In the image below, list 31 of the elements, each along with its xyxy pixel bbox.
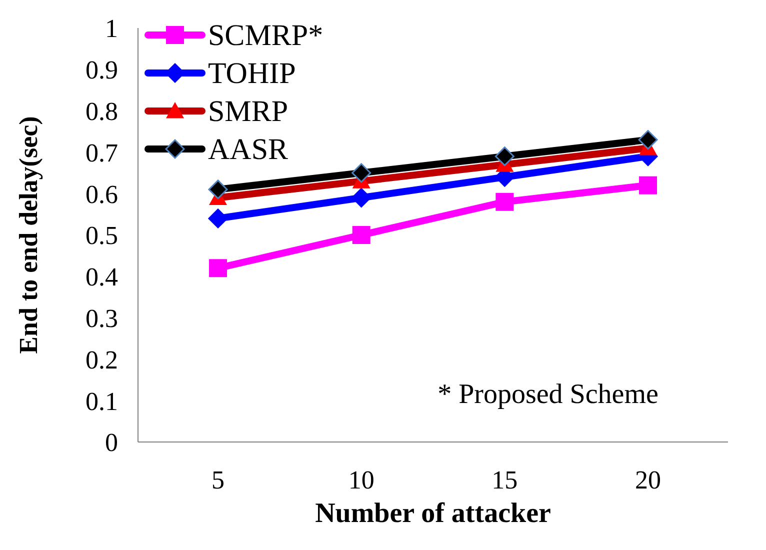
point	[639, 176, 657, 194]
point	[352, 226, 370, 244]
y-tick-label: 0.4	[86, 262, 118, 292]
y-tick-label: 0.6	[86, 180, 118, 209]
y-tick-label: 0	[105, 428, 118, 458]
point	[496, 192, 514, 211]
y-tick-label: 1	[105, 14, 118, 44]
legend-label: SMRP	[208, 95, 288, 128]
legend-label: SCMRP*	[208, 19, 324, 52]
point	[208, 208, 228, 228]
x-tick-label: 10	[348, 465, 374, 494]
y-tick-label: 0.1	[86, 386, 118, 416]
annotation: * Proposed Scheme	[438, 379, 658, 410]
y-tick-label: 0.5	[86, 221, 118, 250]
legend-label: AASR	[208, 133, 288, 166]
y-tick-label: 0.2	[86, 345, 118, 374]
y-tick-label: 0.9	[86, 56, 118, 85]
x-axis-title: Number of attacker	[315, 498, 551, 529]
point	[494, 146, 514, 166]
point	[209, 259, 227, 278]
point	[352, 163, 372, 183]
y-axis-title: End to end delay(sec)	[14, 116, 44, 354]
x-tick-label: 15	[492, 465, 518, 494]
legend-label: TOHIP	[208, 57, 296, 90]
y-tick-label: 0.3	[86, 304, 118, 334]
x-tick-label: 20	[635, 465, 661, 494]
y-tick-label: 0.8	[86, 97, 118, 126]
point	[208, 180, 228, 200]
point	[638, 130, 658, 150]
x-tick-label: 5	[212, 465, 224, 494]
y-tick-label: 0.7	[86, 138, 118, 168]
